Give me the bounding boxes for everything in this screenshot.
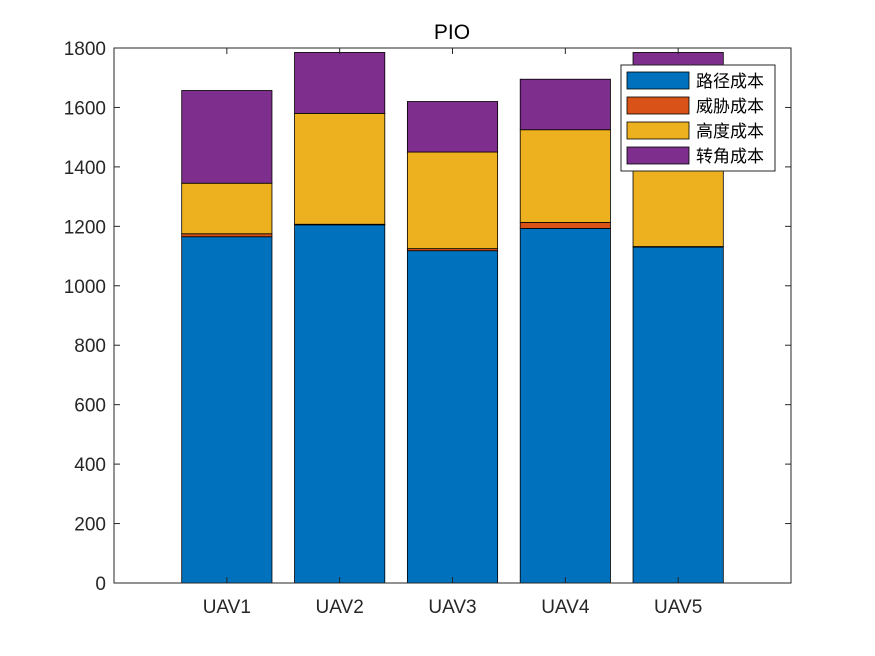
bar-segment xyxy=(294,224,386,584)
bar-segment xyxy=(519,129,611,223)
x-axis: UAV1 UAV2 UAV3 UAV4 UAV5 xyxy=(203,48,702,618)
x-tick-label: UAV4 xyxy=(541,597,590,618)
legend-label: 转角成本 xyxy=(696,147,764,167)
x-tick-label: UAV5 xyxy=(654,597,702,618)
chart-title: PIO xyxy=(434,21,470,44)
legend-swatch xyxy=(626,71,690,90)
bar-segment xyxy=(519,228,611,584)
bar-segment xyxy=(519,78,611,131)
y-tick-label: 1600 xyxy=(64,98,106,119)
bar-segment xyxy=(406,101,499,153)
legend-swatch xyxy=(626,121,690,140)
legend-swatch xyxy=(626,96,690,115)
bar-segment xyxy=(294,52,386,114)
legend-label: 高度成本 xyxy=(696,122,764,142)
x-tick-label: UAV2 xyxy=(316,597,364,618)
legend-label: 威胁成本 xyxy=(696,97,764,117)
bar-segment xyxy=(181,90,273,184)
y-tick-label: 1000 xyxy=(64,277,106,298)
y-tick-label: 1200 xyxy=(64,217,106,238)
x-tick-label: UAV3 xyxy=(428,597,476,618)
y-tick-label: 1800 xyxy=(64,39,106,60)
y-tick-label: 1400 xyxy=(64,158,106,179)
legend-swatch xyxy=(626,146,690,165)
bar-segment xyxy=(181,182,273,235)
y-tick-label: 400 xyxy=(74,455,106,476)
bar-segment xyxy=(294,112,386,225)
bar-segment xyxy=(181,233,273,238)
y-tick-label: 200 xyxy=(74,515,106,536)
y-tick-label: 600 xyxy=(74,396,106,417)
bar-segment xyxy=(406,250,499,584)
bar-segment xyxy=(632,246,724,584)
bar-segment xyxy=(406,151,499,250)
y-axis: 0 200 400 600 800 1000 1200 1400 1600 1800 xyxy=(64,39,791,595)
y-tick-label: 800 xyxy=(74,336,106,357)
bar-segment xyxy=(519,222,611,229)
legend-label: 路径成本 xyxy=(696,72,764,92)
x-tick-label: UAV1 xyxy=(203,597,251,618)
bar-segment xyxy=(181,236,273,584)
y-tick-label: 0 xyxy=(95,574,106,595)
